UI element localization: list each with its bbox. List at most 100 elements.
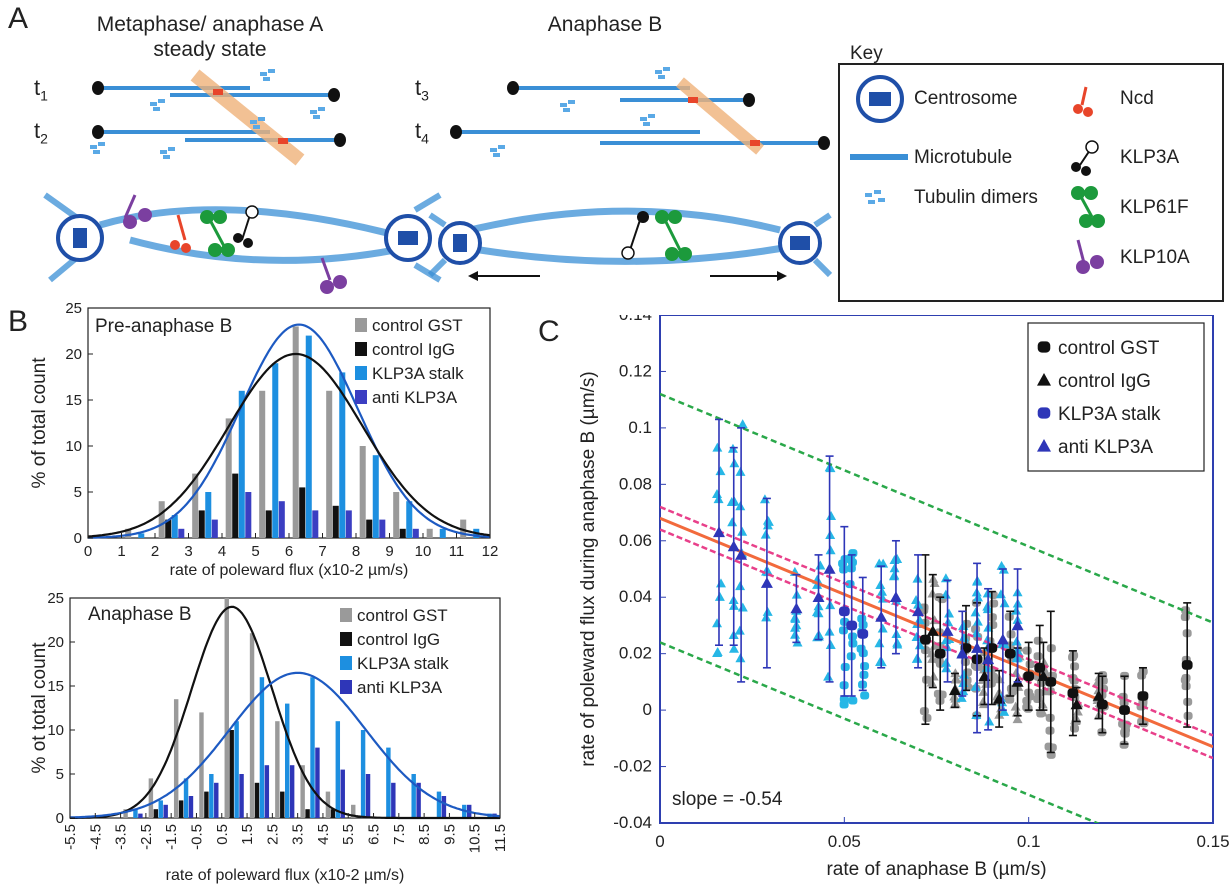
poleward-flux-band <box>676 77 764 155</box>
y-tick-label: -0.04 <box>613 813 652 832</box>
x-tick-label: 10 <box>415 543 432 560</box>
data-point <box>972 616 983 626</box>
histogram-bar <box>300 765 305 818</box>
y-tick-label: 0.08 <box>619 474 652 493</box>
y-tick-label: 0.06 <box>619 531 652 550</box>
legend-swatch <box>355 318 367 332</box>
data-point <box>1181 682 1191 691</box>
histogram-bar <box>249 633 255 818</box>
data-point <box>926 625 939 636</box>
legend-label: anti KLP3A <box>357 678 443 697</box>
key-icons <box>850 75 1105 274</box>
x-tick-label: 0 <box>84 543 92 560</box>
speckle-marker <box>213 89 223 95</box>
histogram-bar <box>379 519 386 538</box>
data-point <box>1037 670 1050 682</box>
data-point <box>972 592 983 602</box>
data-point <box>919 707 929 716</box>
histogram-bar <box>192 473 199 538</box>
data-point <box>1011 653 1022 663</box>
tubulin-dimer-icon <box>490 145 505 157</box>
data-point <box>971 642 984 653</box>
x-tick-label: 11 <box>449 543 465 560</box>
histogram-bar <box>232 473 239 538</box>
data-point <box>1011 636 1022 646</box>
plus-end-cap <box>818 136 830 150</box>
y-tick-label: 0.12 <box>619 361 652 380</box>
metaphase-spindle-diagram <box>43 192 442 294</box>
data-point <box>892 553 903 563</box>
histogram-bar <box>416 782 421 818</box>
plus-end-cap <box>328 88 340 102</box>
histogram-bar <box>391 782 396 818</box>
legend-label: control GST <box>357 606 448 625</box>
data-point <box>1012 714 1023 724</box>
histogram-bar <box>411 774 416 818</box>
histogram-bar <box>441 796 447 818</box>
y-tick-label: 15 <box>47 678 64 695</box>
data-point <box>996 633 1009 645</box>
data-point <box>889 563 900 573</box>
data-point <box>790 629 801 639</box>
x-tick-label: 2.5 <box>264 824 281 845</box>
data-point <box>911 653 922 663</box>
y-tick-label: 10 <box>47 722 64 739</box>
histogram-bar <box>188 796 194 818</box>
histogram-bar <box>225 418 232 538</box>
plus-end-cap <box>507 81 519 95</box>
histogram-bar <box>171 515 178 538</box>
data-point <box>712 526 725 538</box>
data-point <box>1037 707 1048 717</box>
y-tick-label: 15 <box>65 392 82 409</box>
x-tick-label: -5.5 <box>62 824 79 850</box>
data-point <box>727 540 740 552</box>
data-point <box>877 586 888 596</box>
data-point <box>911 632 922 642</box>
klp10a-motor-icon <box>123 194 152 229</box>
data-point <box>848 632 858 641</box>
tubulin-dimer-icon <box>150 99 165 111</box>
data-point <box>1037 407 1051 419</box>
y-tick-label: -0.02 <box>613 757 652 776</box>
histogram-bar <box>365 774 371 818</box>
histogram-bar <box>239 774 244 818</box>
tubulin-dimer-icon <box>560 100 575 112</box>
heading-metaphase: Metaphase/ anaphase A steady state <box>60 12 360 62</box>
data-point <box>728 643 739 653</box>
histogram-bar <box>439 528 446 538</box>
y-tick-label: 0.02 <box>619 644 652 663</box>
data-point <box>944 608 955 618</box>
legend-swatch <box>355 390 367 404</box>
y-tick-label: 0 <box>74 530 82 547</box>
y-tick-label: 20 <box>65 346 82 363</box>
x-axis-label: rate of anaphase B (µm/s) <box>826 859 1046 880</box>
histogram-bar <box>158 800 163 818</box>
x-tick-label: 5.5 <box>340 824 357 845</box>
data-point <box>838 626 848 635</box>
data-point <box>712 442 723 452</box>
key-label-centrosome: Centrosome <box>914 88 1018 109</box>
y-tick-label: 20 <box>47 634 64 651</box>
klp10a-icon <box>1076 239 1104 274</box>
legend-label: control GST <box>1058 338 1160 359</box>
data-point <box>999 706 1010 716</box>
x-axis-label: rate of poleward flux (x10-2 µm/s) <box>170 562 409 579</box>
histogram-bar <box>265 510 272 538</box>
y-tick-label: 0 <box>643 700 652 719</box>
histogram-bar <box>412 528 419 538</box>
data-point <box>1092 677 1103 687</box>
ncd-icon <box>1073 86 1093 117</box>
data-point <box>1033 652 1043 661</box>
data-point <box>1034 662 1046 673</box>
plus-end-cap <box>92 125 104 139</box>
speckle-marker <box>278 138 288 144</box>
x-tick-label: 0 <box>655 832 664 851</box>
data-point <box>1070 724 1080 733</box>
data-point <box>762 606 773 616</box>
tubulin-dimer-icon <box>310 107 325 119</box>
legend-label: control IgG <box>372 340 455 359</box>
data-point <box>760 529 771 539</box>
legend-label: control IgG <box>357 630 440 649</box>
panel-a-label: A <box>8 2 29 35</box>
legend-label: KLP3A stalk <box>1058 404 1161 425</box>
